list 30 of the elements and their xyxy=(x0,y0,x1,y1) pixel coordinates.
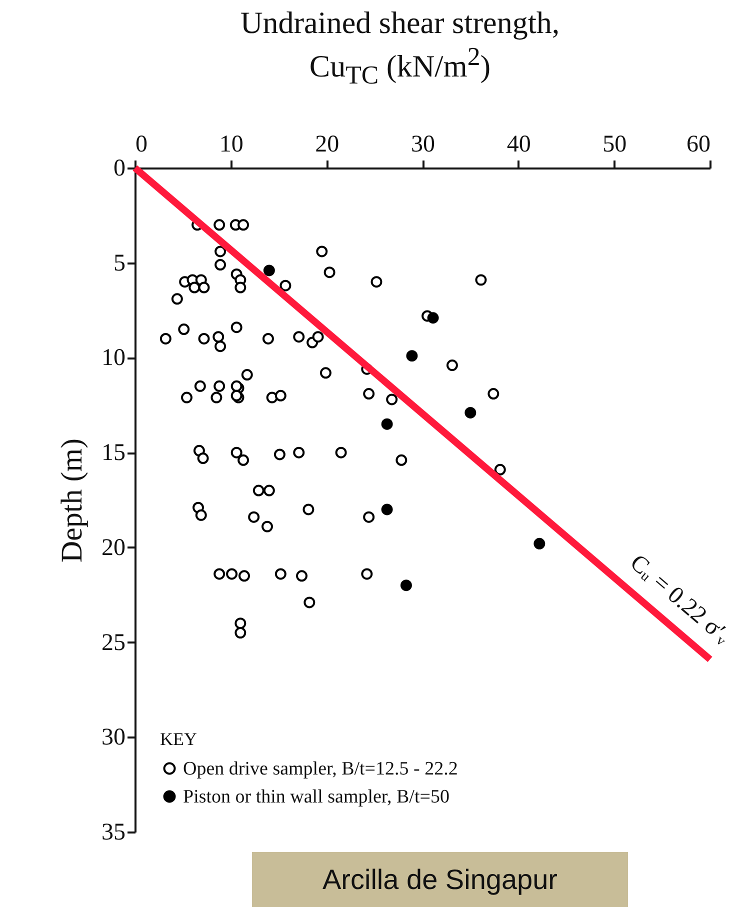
y-tick-label: 0 xyxy=(114,156,126,182)
point xyxy=(381,504,393,516)
y-tick-label: 35 xyxy=(102,820,126,846)
x-tick-label: 10 xyxy=(219,132,244,158)
point xyxy=(534,538,546,550)
y-tick-label: 25 xyxy=(102,630,126,656)
x-tick-label: 20 xyxy=(315,132,340,158)
x-tick-label: 50 xyxy=(602,132,627,158)
x-tick-label: 0 xyxy=(136,132,148,158)
x-tick-label: 30 xyxy=(411,132,435,158)
point xyxy=(406,350,418,362)
point xyxy=(400,580,412,592)
annotation: Cᵤ = 0.22 σ′ᵥ xyxy=(624,550,736,650)
point xyxy=(464,407,476,418)
x-tick-label: 40 xyxy=(506,132,531,158)
text: Arcilla de Singapur xyxy=(252,852,628,907)
legend-label: Piston or thin wall sampler, B/t=50 xyxy=(183,786,450,808)
y-axis-title: Depth (m) xyxy=(56,438,88,563)
point xyxy=(427,312,439,324)
legend-title: KEY xyxy=(160,729,197,749)
y-tick-label: 5 xyxy=(114,250,126,276)
x-axis-title: Undrained shear strength, Cu$_{TC}$ (kN/m$^{2}$) xyxy=(239,5,561,92)
point xyxy=(263,264,275,276)
point xyxy=(381,418,393,430)
y-tick-label: 15 xyxy=(102,440,126,466)
y-tick-label: 30 xyxy=(102,724,126,751)
x-tick-label: 60 xyxy=(686,132,710,158)
y-tick-label: 20 xyxy=(102,534,126,561)
legend-label: Open drive sampler, B/t=12.5 - 22.2 xyxy=(183,758,458,780)
y-tick-label: 10 xyxy=(102,345,126,372)
